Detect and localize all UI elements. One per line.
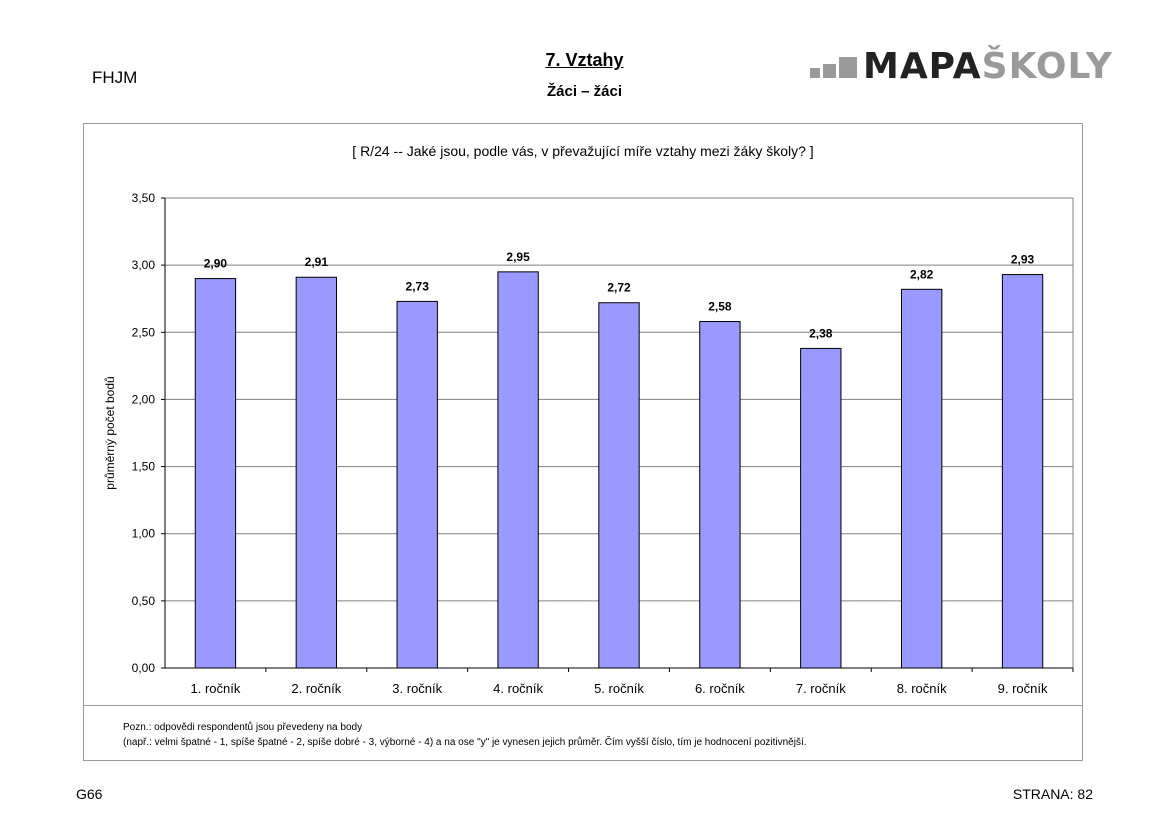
mapa-skoly-logo: MAPAŠKOLY — [808, 46, 1112, 90]
bar-value-label: 2,73 — [406, 279, 430, 293]
note-divider — [84, 705, 1082, 706]
bar-value-label: 2,91 — [305, 255, 329, 269]
x-tick-label: 1. ročník — [191, 681, 241, 696]
y-tick-label: 2,00 — [132, 392, 156, 406]
bar-value-label: 2,95 — [506, 250, 530, 264]
x-tick-label: 3. ročník — [392, 681, 442, 696]
bar-value-label: 2,38 — [809, 326, 833, 340]
y-tick-label: 3,50 — [132, 191, 156, 205]
bar — [497, 271, 539, 669]
footer-code: G66 — [76, 786, 103, 802]
footer-page-number: STRANA: 82 — [1012, 786, 1093, 802]
section-subtitle: Žáci – žáci — [546, 83, 623, 100]
note-line-2: (např.: velmi špatné - 1, spíše špatné -… — [123, 737, 807, 748]
bar — [900, 288, 943, 669]
bar — [396, 300, 438, 669]
bar — [699, 321, 741, 669]
y-tick-label: 1,00 — [132, 527, 156, 541]
bar-value-label: 2,82 — [910, 267, 934, 281]
x-tick-label: 5. ročník — [594, 681, 644, 696]
bar — [800, 347, 842, 669]
bar — [598, 302, 640, 669]
chart-frame — [83, 123, 1083, 761]
bar — [295, 276, 338, 669]
bar-value-label: 2,93 — [1011, 253, 1035, 267]
bar-chart: 0,00 0,50 1,00 1,50 2,00 2,50 3,00 3,50 průměrný… — [103, 191, 1074, 696]
y-tick-label: 2,50 — [132, 325, 156, 339]
bar-value-label: 2,58 — [708, 300, 732, 314]
x-tick-label: 6. ročník — [695, 681, 745, 696]
y-tick-label: 0,50 — [132, 594, 156, 608]
logo-text-skoly: ŠKOLY — [981, 46, 1113, 87]
bar — [1001, 274, 1044, 669]
y-tick-label: 1,50 — [132, 460, 156, 474]
school-code: FHJM — [92, 68, 138, 87]
section-title: 7. Vztahy — [0, 50, 1169, 71]
logo-text-mapa: MAPA — [863, 46, 982, 87]
bar-value-label: 2,72 — [607, 281, 631, 295]
y-tick-label: 3,00 — [132, 258, 156, 272]
x-tick-label: 4. ročník — [493, 681, 543, 696]
note-line-1: Pozn.: odpovědi respondentů jsou převede… — [123, 722, 363, 733]
x-tick-label: 2. ročník — [291, 681, 341, 696]
x-tick-label: 7. ročník — [796, 681, 846, 696]
x-tick-label: 9. ročník — [998, 681, 1048, 696]
section-title-text: 7. Vztahy — [545, 50, 624, 70]
x-tick-label: 8. ročník — [897, 681, 947, 696]
y-tick-label: 0,00 — [132, 661, 156, 675]
bar-value-label: 2,90 — [204, 257, 228, 271]
chart-title: [ R/24 -- Jaké jsou, podle vás, v převaž… — [352, 143, 814, 159]
y-axis-label: průměrný počet bodů — [103, 376, 117, 489]
bar — [194, 278, 237, 669]
